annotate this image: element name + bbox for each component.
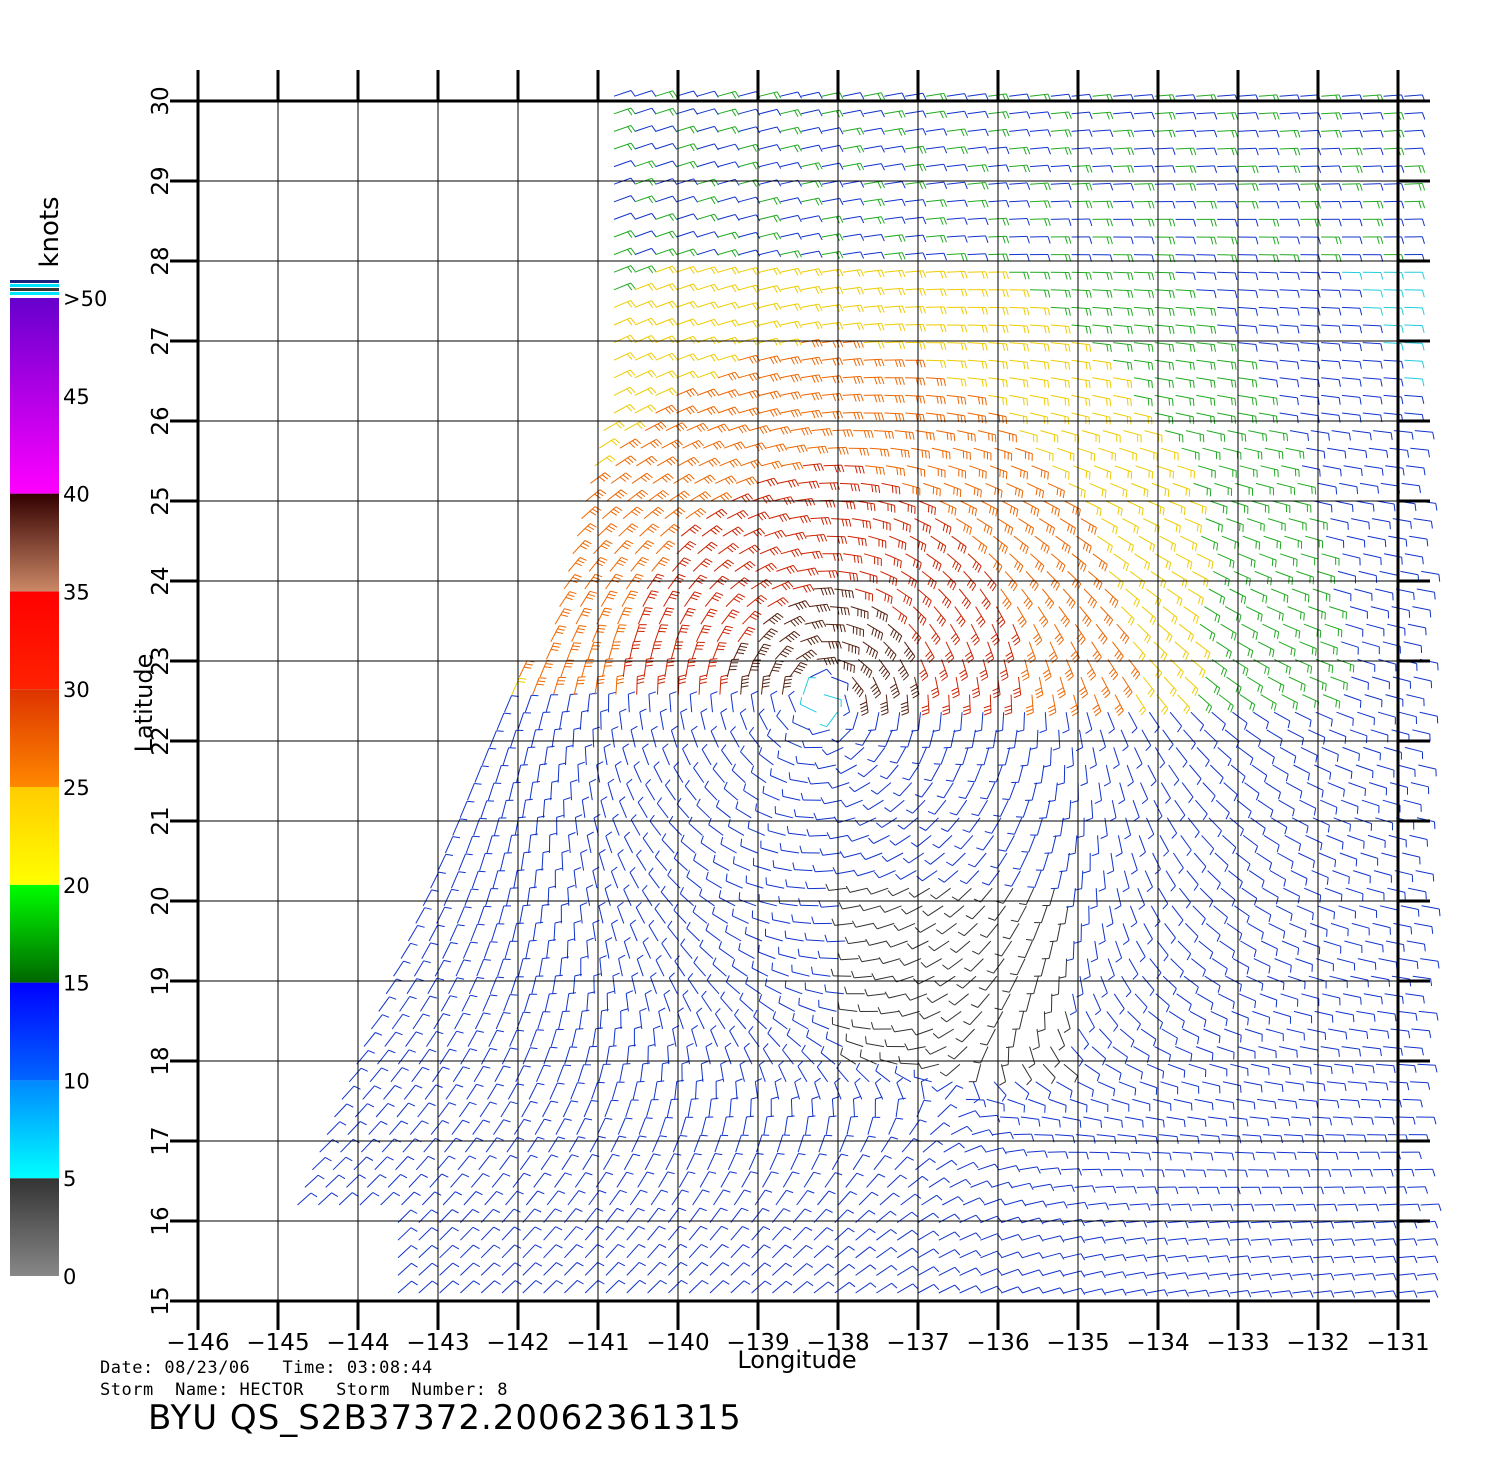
colorbar-label: 25	[63, 776, 90, 800]
colorbar-segment	[10, 787, 59, 885]
colorbar-label: 20	[63, 874, 90, 898]
y-axis-label: Latitude	[130, 654, 158, 753]
colorbar-label: 40	[63, 483, 90, 507]
storm-line: Storm Name: HECTOR Storm Number: 8	[100, 1380, 508, 1400]
x-tick-label: −132	[1286, 1330, 1349, 1356]
colorbar-segment	[10, 591, 59, 690]
x-tick-label: −135	[1046, 1330, 1109, 1356]
colorbar-segment	[10, 884, 59, 983]
y-tick-label: 28	[148, 246, 174, 275]
y-tick-label: 29	[148, 166, 174, 195]
x-tick-label: −131	[1366, 1330, 1429, 1356]
y-tick-label: 24	[148, 566, 174, 595]
product-title: BYU QS_S2B37372.20062361315	[148, 1398, 742, 1438]
x-tick-labels: −146 −145 −144 −143 −142 −141 −140 −139 −138 −137…	[166, 1330, 1429, 1356]
colorbar-label: 0	[63, 1265, 76, 1289]
colorbar-segment	[10, 493, 59, 592]
x-tick-label: −137	[886, 1330, 949, 1356]
x-tick-label: −143	[406, 1330, 469, 1356]
x-tick-label: −134	[1126, 1330, 1189, 1356]
x-tick-label: −136	[966, 1330, 1029, 1356]
colorbar-segment	[10, 298, 59, 494]
wind-barbs	[297, 90, 1442, 1298]
y-tick-label: 18	[148, 1046, 174, 1075]
y-tick-label: 20	[148, 886, 174, 915]
colorbar-unit: knots	[35, 196, 65, 267]
y-tick-label: 23	[148, 646, 174, 675]
colorbar-label: 35	[63, 580, 90, 604]
colorbar-label: >50	[63, 287, 107, 311]
y-tick-label: 27	[148, 326, 174, 355]
x-tick-label: −141	[566, 1330, 629, 1356]
x-tick-label: −142	[486, 1330, 549, 1356]
x-tick-label: −145	[246, 1330, 309, 1356]
y-tick-label: 15	[148, 1286, 174, 1315]
x-axis-label: Longitude	[737, 1346, 856, 1374]
colorbar-label: 10	[63, 1069, 90, 1093]
colorbar-segment	[10, 1080, 59, 1179]
colorbar-segment	[10, 1178, 59, 1276]
y-tick-label: 19	[148, 966, 174, 995]
x-tick-label: −139	[726, 1330, 789, 1356]
y-tick-label: 26	[148, 406, 174, 435]
x-tick-label: −133	[1206, 1330, 1269, 1356]
y-tick-label: 17	[148, 1126, 174, 1155]
x-tick-label: −138	[806, 1330, 869, 1356]
y-tick-labels: 15 16 17 18 19 20 21 22 23 24 25 26 27 28 29 30	[148, 86, 174, 1315]
y-tick-label: 25	[148, 486, 174, 515]
colorbar-segment	[10, 689, 59, 787]
colorbar	[10, 280, 59, 1276]
x-tick-label: −146	[166, 1330, 229, 1356]
date-time-line: Date: 08/23/06 Time: 03:08:44	[100, 1358, 433, 1378]
colorbar-labels: 0 5 10 15 20 25 30 35 40 45 >50	[63, 287, 107, 1289]
grid-lines	[170, 70, 1430, 1330]
colorbar-label: 45	[63, 385, 90, 409]
x-tick-label: −140	[646, 1330, 709, 1356]
x-tick-label: −144	[326, 1330, 389, 1356]
y-tick-label: 21	[148, 806, 174, 835]
y-tick-label: 22	[148, 726, 174, 755]
colorbar-label: 30	[63, 678, 90, 702]
y-tick-label: 30	[148, 86, 174, 115]
y-tick-label: 16	[148, 1206, 174, 1235]
colorbar-label: 15	[63, 972, 90, 996]
colorbar-label: 5	[63, 1167, 76, 1191]
colorbar-segment	[10, 982, 59, 1081]
